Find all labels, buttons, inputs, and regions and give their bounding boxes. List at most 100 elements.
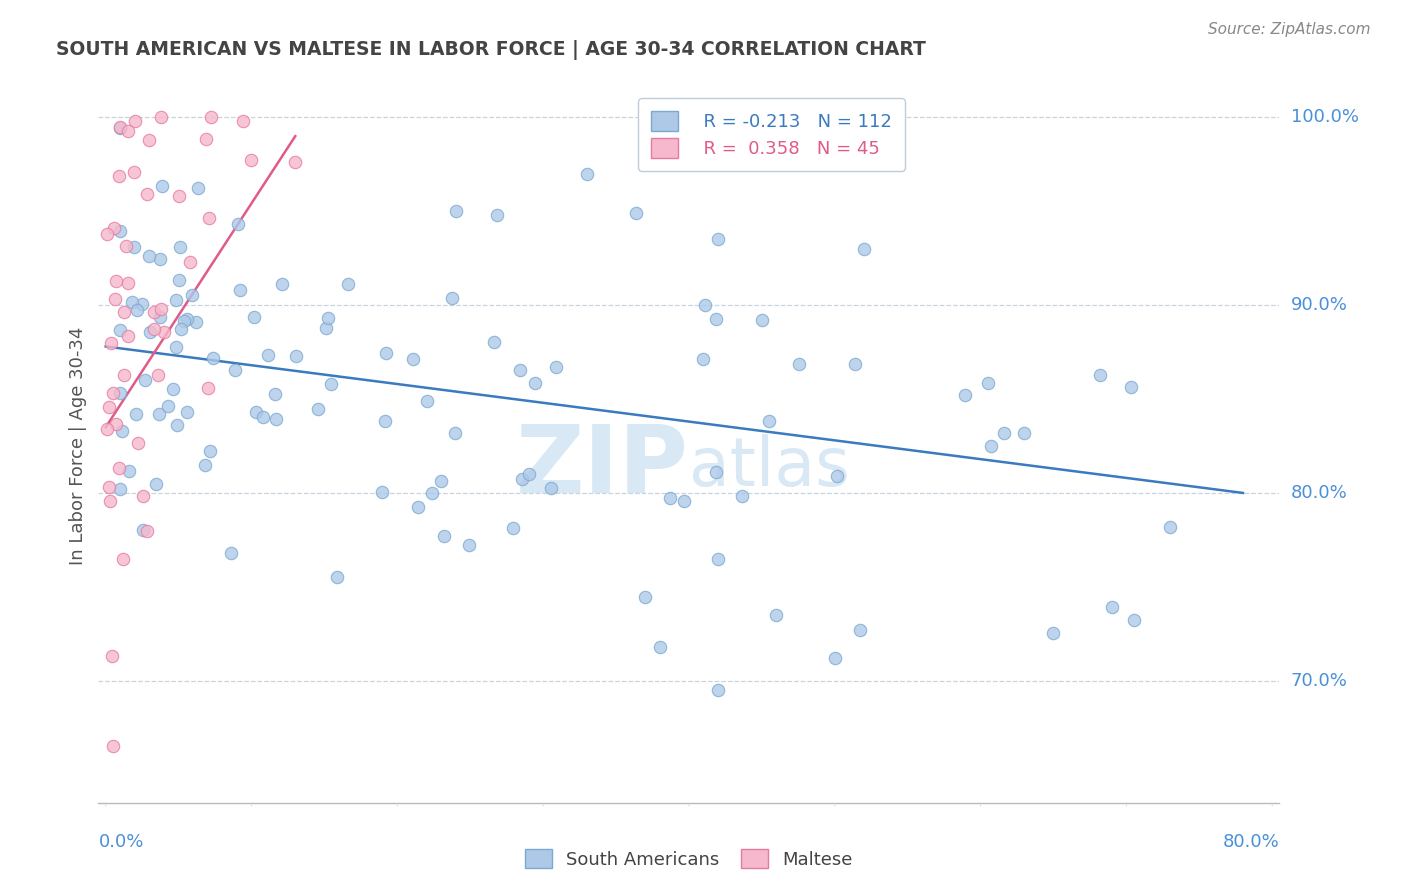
Point xyxy=(337,277,360,291)
Point xyxy=(145,476,167,491)
Point xyxy=(153,325,176,339)
Point xyxy=(457,538,479,552)
Point xyxy=(115,239,138,253)
Point xyxy=(169,240,191,254)
Point xyxy=(433,529,456,543)
Point xyxy=(167,188,190,202)
Point xyxy=(374,414,396,428)
Point xyxy=(138,133,160,147)
Point xyxy=(121,295,143,310)
Text: 70.0%: 70.0% xyxy=(1291,672,1347,690)
Point xyxy=(444,204,467,219)
Point xyxy=(416,393,439,408)
Point xyxy=(228,217,250,231)
Point xyxy=(510,472,533,486)
Point xyxy=(707,552,730,566)
Point xyxy=(315,321,337,335)
Point xyxy=(509,363,531,377)
Point xyxy=(194,458,217,472)
Point xyxy=(197,381,219,395)
Point xyxy=(111,424,134,438)
Point xyxy=(849,624,872,638)
Point xyxy=(132,523,155,537)
Point xyxy=(110,223,132,237)
Point xyxy=(232,114,254,128)
Point xyxy=(162,382,184,396)
Point xyxy=(371,484,394,499)
Point xyxy=(138,325,160,339)
Point xyxy=(101,648,124,663)
Text: ZIP: ZIP xyxy=(516,421,689,514)
Point xyxy=(150,301,173,316)
Point xyxy=(156,400,179,414)
Point xyxy=(239,153,262,167)
Point xyxy=(149,111,172,125)
Point xyxy=(485,208,508,222)
Point xyxy=(252,410,274,425)
Point xyxy=(707,683,730,698)
Point xyxy=(131,489,153,503)
Point xyxy=(444,426,467,441)
Point xyxy=(406,500,429,515)
Point xyxy=(523,376,546,390)
Point xyxy=(173,314,195,328)
Point xyxy=(176,311,198,326)
Point xyxy=(765,607,787,622)
Text: SOUTH AMERICAN VS MALTESE IN LABOR FORCE | AGE 30-34 CORRELATION CHART: SOUTH AMERICAN VS MALTESE IN LABOR FORCE… xyxy=(56,40,927,60)
Point xyxy=(704,465,727,479)
Point xyxy=(787,358,810,372)
Point xyxy=(101,386,124,401)
Point xyxy=(112,368,135,382)
Point xyxy=(321,377,343,392)
Point xyxy=(1159,520,1181,534)
Point xyxy=(197,211,219,225)
Point xyxy=(136,186,159,201)
Point xyxy=(105,274,128,288)
Point xyxy=(704,312,727,326)
Point xyxy=(707,232,730,246)
Point xyxy=(148,407,170,421)
Point xyxy=(440,291,463,305)
Point xyxy=(1042,626,1064,640)
Point xyxy=(256,347,278,361)
Point xyxy=(98,400,121,414)
Point xyxy=(125,303,148,318)
Point xyxy=(844,357,866,371)
Point xyxy=(540,481,562,495)
Point xyxy=(127,436,149,450)
Point xyxy=(731,490,754,504)
Point xyxy=(165,293,187,308)
Point xyxy=(135,524,157,538)
Point xyxy=(146,368,169,383)
Point xyxy=(824,651,846,665)
Point xyxy=(96,421,118,435)
Point xyxy=(149,310,172,324)
Point xyxy=(758,413,780,427)
Point xyxy=(176,405,198,419)
Text: 80.0%: 80.0% xyxy=(1291,484,1347,502)
Text: 80.0%: 80.0% xyxy=(1223,833,1279,851)
Point xyxy=(170,321,193,335)
Point xyxy=(187,180,209,194)
Text: 100.0%: 100.0% xyxy=(1291,108,1358,127)
Point xyxy=(138,249,160,263)
Point xyxy=(110,386,132,401)
Point xyxy=(402,352,425,367)
Point xyxy=(1014,425,1036,440)
Point xyxy=(673,493,696,508)
Point xyxy=(1119,380,1142,394)
Point xyxy=(284,349,307,363)
Point xyxy=(117,277,139,291)
Point xyxy=(201,351,224,365)
Point xyxy=(695,298,717,312)
Point xyxy=(1101,600,1123,615)
Point xyxy=(648,640,671,654)
Y-axis label: In Labor Force | Age 30-34: In Labor Force | Age 30-34 xyxy=(69,326,87,566)
Point xyxy=(429,475,451,489)
Point xyxy=(184,314,207,328)
Point xyxy=(100,336,122,351)
Point xyxy=(326,570,349,584)
Point xyxy=(266,412,288,426)
Point xyxy=(117,329,139,343)
Legend: South Americans, Maltese: South Americans, Maltese xyxy=(517,841,860,876)
